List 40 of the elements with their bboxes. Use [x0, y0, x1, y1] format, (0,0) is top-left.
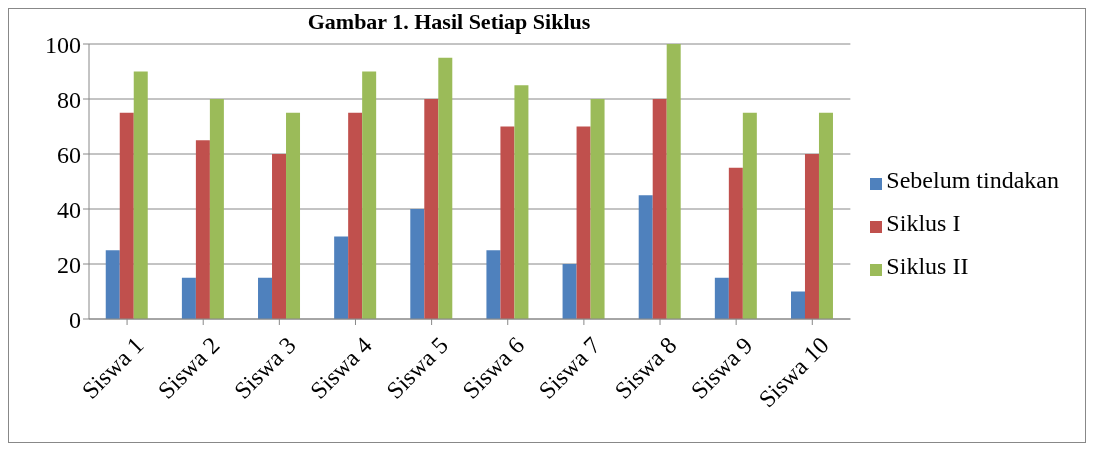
bar: [334, 236, 349, 319]
bar: [638, 195, 653, 319]
bar: [790, 291, 805, 319]
bar: [133, 71, 148, 319]
y-tick-label: 20: [57, 251, 81, 278]
bar: [410, 209, 425, 319]
bar: [652, 99, 667, 319]
bar: [272, 154, 287, 319]
bar: [562, 264, 577, 319]
y-tick-label: 80: [57, 86, 81, 113]
bar: [195, 140, 210, 319]
bar: [714, 277, 729, 319]
bar: [105, 250, 120, 319]
bar: [576, 126, 591, 319]
bar: [258, 277, 273, 319]
bar: [818, 112, 833, 319]
bar: [804, 154, 819, 319]
bar: [286, 112, 301, 319]
bar: [209, 99, 224, 319]
y-tick-label: 60: [57, 141, 81, 168]
bar: [514, 85, 529, 319]
legend-label: Sebelum tindakan: [886, 166, 1059, 193]
bar: [181, 277, 196, 319]
bar: [590, 99, 605, 319]
legend-label: Siklus II: [886, 252, 969, 279]
legend-label: Siklus I: [886, 209, 961, 236]
bar: [438, 57, 453, 319]
y-tick-label: 40: [57, 196, 81, 223]
bar: [362, 71, 377, 319]
y-tick-label: 0: [69, 306, 81, 333]
chart-title: Gambar 1. Hasil Setiap Siklus: [307, 9, 591, 34]
bar: [119, 112, 134, 319]
bar: [728, 167, 743, 319]
bar: [348, 112, 363, 319]
bar: [424, 99, 439, 319]
bar: [742, 112, 757, 319]
y-tick-label: 100: [45, 31, 81, 58]
bar: [500, 126, 515, 319]
bar: [486, 250, 501, 319]
bar: [666, 44, 681, 319]
